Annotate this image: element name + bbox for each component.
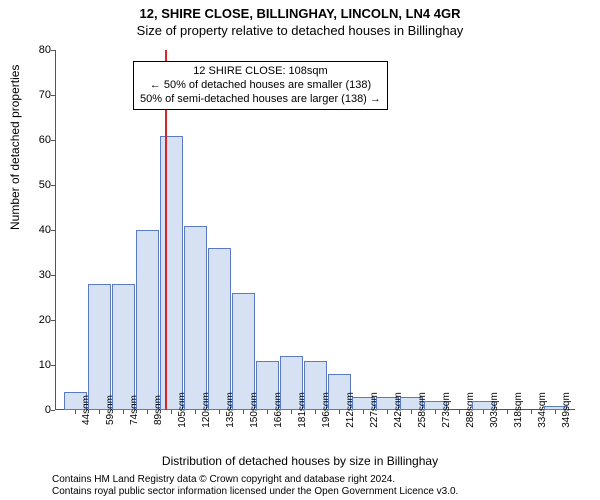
histogram-bar [112, 284, 135, 410]
x-tick [483, 410, 484, 414]
x-axis-label: Distribution of detached houses by size … [0, 454, 600, 468]
histogram-bar [136, 230, 159, 410]
y-axis-label: Number of detached properties [8, 65, 22, 230]
footer-line-1: Contains HM Land Registry data © Crown c… [52, 474, 458, 486]
x-tick [123, 410, 124, 414]
x-tick [315, 410, 316, 414]
x-tick-label: 258sqm [415, 392, 428, 428]
y-tick [51, 95, 55, 96]
callout-line-2: ← 50% of detached houses are smaller (13… [140, 79, 381, 93]
y-axis-line [55, 50, 56, 410]
x-tick [387, 410, 388, 414]
chart-title: 12, SHIRE CLOSE, BILLINGHAY, LINCOLN, LN… [0, 0, 600, 21]
y-tick [51, 275, 55, 276]
callout-line-1: 12 SHIRE CLOSE: 108sqm [140, 65, 381, 79]
x-tick [531, 410, 532, 414]
histogram-bar [208, 248, 231, 410]
x-tick [291, 410, 292, 414]
x-tick [459, 410, 460, 414]
x-tick [99, 410, 100, 414]
x-tick [243, 410, 244, 414]
x-tick-label: 288sqm [463, 392, 476, 428]
x-tick [147, 410, 148, 414]
x-tick-label: 334sqm [535, 392, 548, 428]
x-tick [507, 410, 508, 414]
callout-line-3: 50% of semi-detached houses are larger (… [140, 93, 381, 107]
chart-subtitle: Size of property relative to detached ho… [0, 21, 600, 38]
histogram-bar [160, 136, 183, 411]
x-tick-label: 318sqm [511, 392, 524, 428]
attribution-footer: Contains HM Land Registry data © Crown c… [52, 474, 458, 498]
x-tick-label: 303sqm [487, 392, 500, 428]
x-tick [267, 410, 268, 414]
x-tick [195, 410, 196, 414]
y-tick [51, 320, 55, 321]
y-tick [51, 140, 55, 141]
x-tick [339, 410, 340, 414]
footer-line-2: Contains royal public sector information… [52, 486, 458, 498]
y-tick [51, 230, 55, 231]
x-tick [171, 410, 172, 414]
x-tick-label: 273sqm [439, 392, 452, 428]
plot-area: 12 SHIRE CLOSE: 108sqm ← 50% of detached… [55, 50, 575, 410]
x-tick [411, 410, 412, 414]
x-tick [75, 410, 76, 414]
annotation-callout: 12 SHIRE CLOSE: 108sqm ← 50% of detached… [133, 61, 388, 110]
y-tick [51, 50, 55, 51]
x-tick [555, 410, 556, 414]
chart-container: 12, SHIRE CLOSE, BILLINGHAY, LINCOLN, LN… [0, 0, 600, 500]
x-tick [363, 410, 364, 414]
x-tick [219, 410, 220, 414]
y-tick [51, 365, 55, 366]
x-tick-label: 349sqm [559, 392, 572, 428]
y-tick [51, 410, 55, 411]
histogram-bar [184, 226, 207, 411]
y-tick [51, 185, 55, 186]
histogram-bar [88, 284, 111, 410]
x-tick [435, 410, 436, 414]
